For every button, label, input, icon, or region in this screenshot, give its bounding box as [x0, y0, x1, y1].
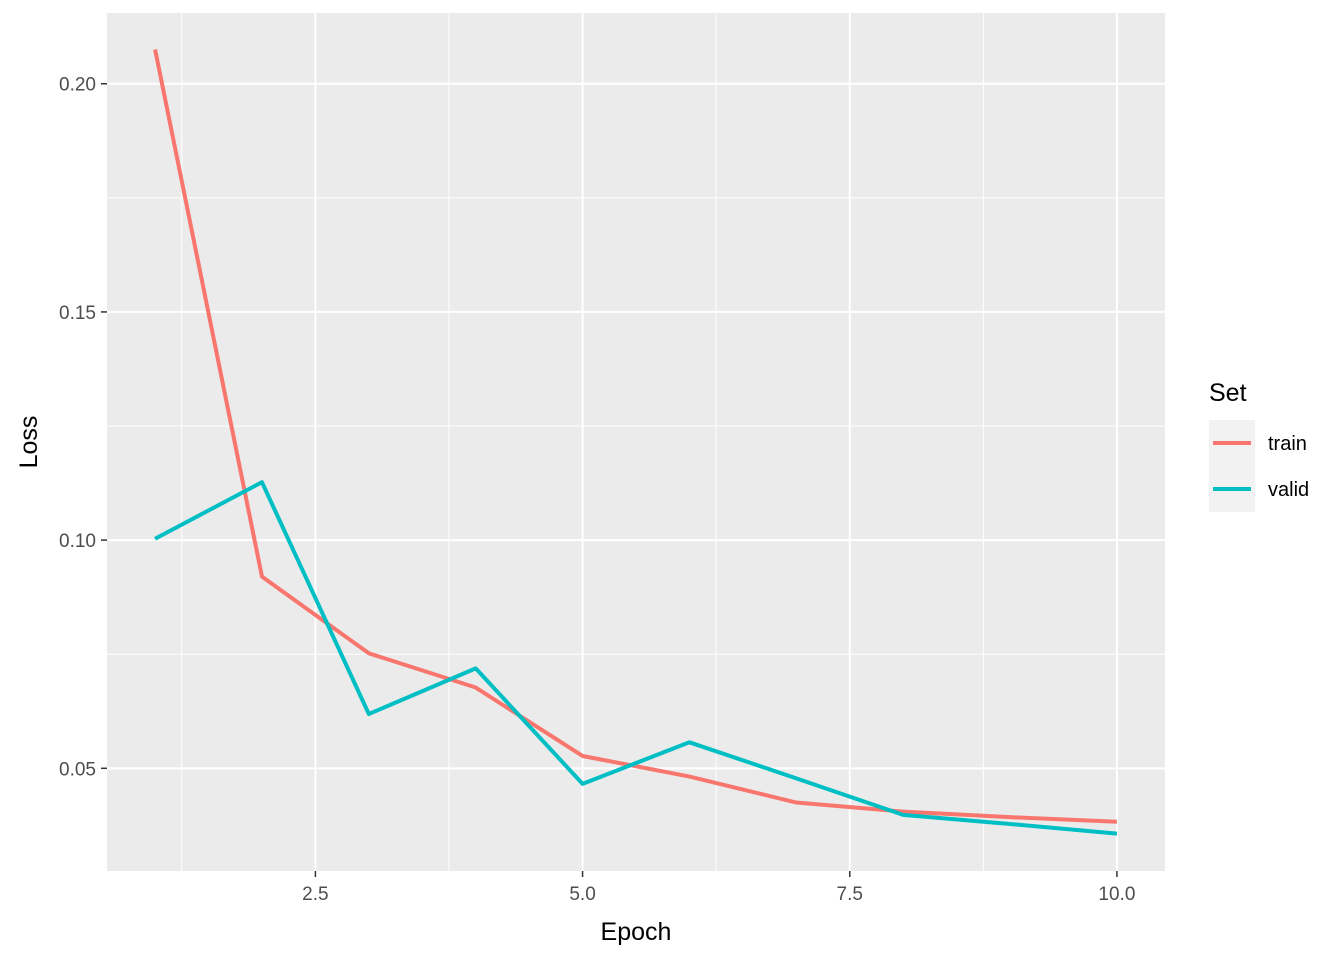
x-tick-label: 10.0: [1098, 884, 1135, 905]
x-tick-label: 5.0: [569, 884, 595, 905]
x-axis: 2.5 5.0 7.5 10.0: [302, 871, 1135, 905]
y-axis-title: Loss: [15, 416, 43, 469]
major-grid: [107, 13, 1165, 871]
legend-label-train: train: [1268, 433, 1307, 455]
legend: Set train valid: [1209, 379, 1309, 512]
x-tick-label: 2.5: [302, 884, 328, 905]
y-axis: 0.05 0.10 0.15 0.20: [59, 75, 107, 780]
series-layer: [153, 49, 1118, 836]
minor-grid: [107, 13, 1165, 871]
y-tick-label: 0.20: [59, 75, 96, 96]
series-line-valid: [154, 480, 1118, 836]
plot-panel: [107, 13, 1165, 871]
y-tick-label: 0.10: [59, 531, 96, 552]
x-tick-label: 7.5: [837, 884, 863, 905]
y-tick-label: 0.15: [59, 303, 96, 324]
y-tick-label: 0.05: [59, 759, 96, 780]
series-line-train: [153, 49, 1117, 824]
legend-label-valid: valid: [1268, 479, 1309, 501]
legend-title: Set: [1209, 379, 1247, 407]
x-axis-title: Epoch: [601, 918, 672, 946]
